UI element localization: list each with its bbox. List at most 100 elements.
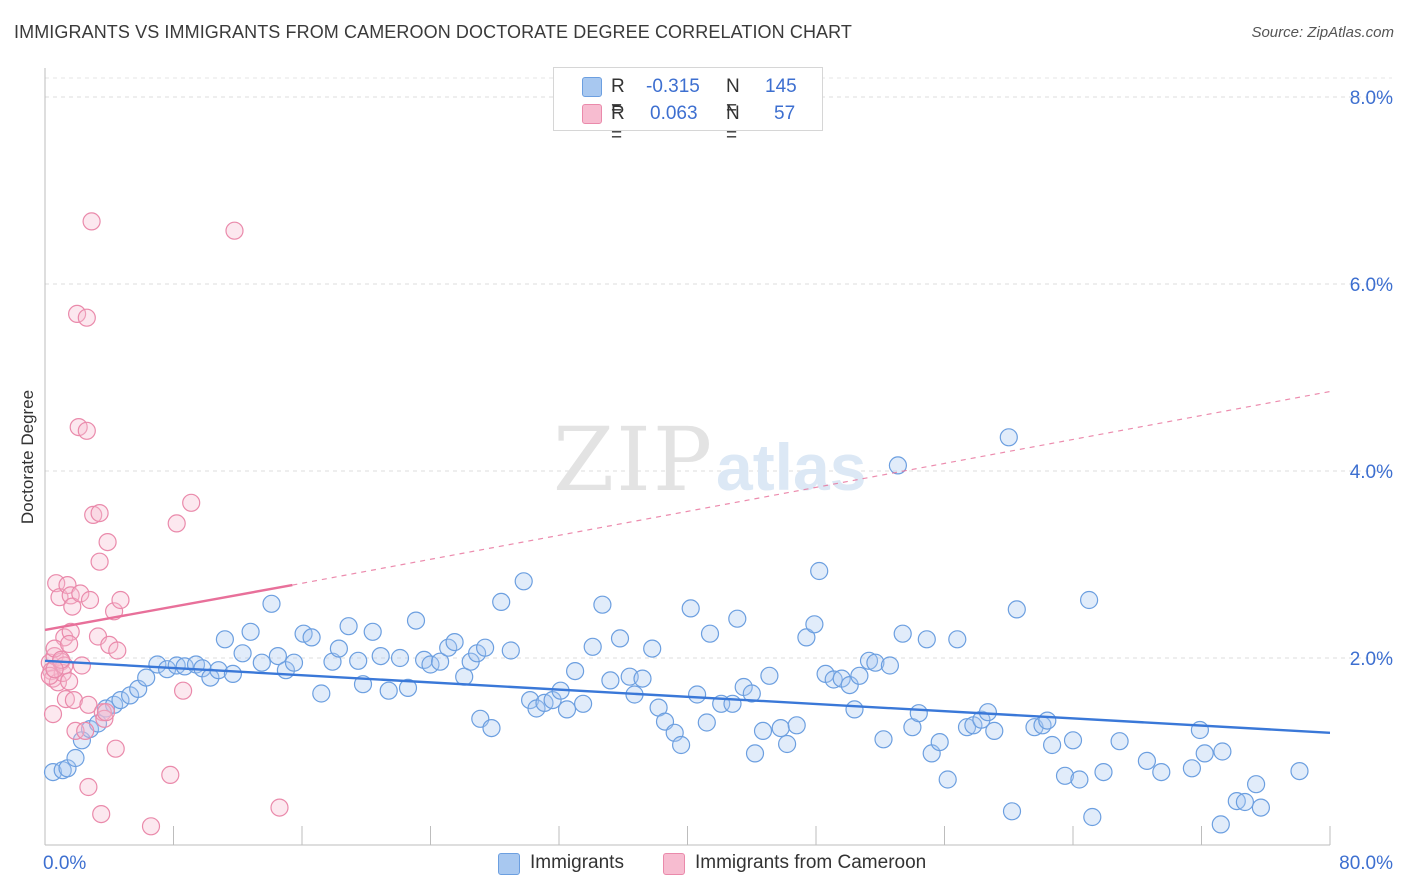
immigrants-point [1063, 731, 1083, 750]
immigrants-point [1110, 732, 1129, 751]
immigrants-point [728, 609, 747, 628]
immigrants-point [390, 648, 410, 668]
immigrants-point [797, 628, 816, 647]
immigrants-point [700, 624, 720, 643]
immigrants-point [1211, 815, 1230, 834]
legend-r-value: -0.315 [646, 76, 700, 97]
watermark-zip: ZIP [553, 408, 714, 511]
legend-n-label: N = [726, 76, 740, 119]
cameroon-point [67, 304, 87, 323]
cameroon-point [71, 584, 90, 603]
x-tick-label: 0.0% [43, 853, 86, 874]
cameroon-point [45, 639, 64, 658]
immigrants-point [1213, 742, 1232, 761]
grid-lines [45, 77, 1392, 659]
cameroon-point [108, 641, 127, 660]
immigrants-point [349, 651, 368, 670]
immigrants-point [1002, 802, 1022, 821]
immigrants-point [840, 675, 859, 695]
bottom-legend-label: Immigrants from Cameroon [695, 852, 927, 873]
immigrants-point [957, 718, 977, 737]
immigrants-point [1195, 744, 1214, 763]
cameroon-point [64, 690, 84, 710]
immigrants-point [565, 661, 585, 681]
watermark: ZIP atlas [553, 408, 866, 511]
cameroon-point [84, 505, 103, 525]
legend-n-value: 145 [765, 76, 797, 97]
immigrants-point [930, 732, 949, 752]
immigrants-point [379, 681, 398, 700]
immigrants-point [371, 646, 390, 666]
immigrants-point [223, 664, 242, 684]
chart-title: IMMIGRANTS VS IMMIGRANTS FROM CAMEROON D… [14, 22, 853, 42]
cameroon-point [80, 590, 100, 610]
cameroon-trend-line [44, 583, 293, 632]
immigrants-point [406, 611, 426, 630]
immigrants-point [573, 694, 593, 713]
immigrants-point [601, 671, 620, 690]
legend-r-value: 0.063 [650, 103, 698, 124]
cameroon-point [95, 709, 114, 728]
legend-swatch-pink [582, 104, 602, 124]
cameroon-point [51, 650, 71, 670]
immigrants-point [777, 734, 797, 754]
tick-labels: 2.0% 4.0% 6.0% 8.0% 0.0% 80.0% [43, 88, 1393, 874]
immigrants-point [880, 656, 900, 675]
immigrants-point [329, 639, 348, 658]
immigrants-point [583, 637, 602, 656]
cameroon-point [58, 575, 77, 595]
immigrants-point [339, 617, 358, 636]
source-label: Source: ZipAtlas.com [1251, 24, 1394, 41]
cameroon-point [77, 308, 96, 327]
immigrants-point [1007, 600, 1026, 619]
immigrants-point [1055, 766, 1075, 785]
immigrants-point [742, 684, 761, 703]
immigrants-point [557, 700, 577, 719]
immigrants-point [1152, 762, 1171, 782]
immigrants-point [1079, 590, 1099, 610]
immigrants-point [241, 622, 260, 641]
y-tick-label: 6.0% [1350, 275, 1393, 296]
immigrants-point [866, 653, 885, 672]
cameroon-point [63, 597, 82, 616]
immigrants-point [697, 713, 716, 732]
cameroon-point [66, 721, 85, 741]
immigrants-trend-line [44, 659, 1331, 734]
cameroon-point [106, 739, 125, 758]
cameroon-point [225, 221, 244, 240]
cameroon-point [79, 695, 98, 714]
cameroon-point [77, 421, 96, 440]
immigrants-point [1246, 775, 1266, 794]
immigrants-point [501, 641, 520, 660]
immigrants-point [514, 572, 533, 591]
immigrants-point [909, 704, 928, 723]
cameroon-point [141, 817, 161, 836]
cameroon-point [43, 704, 63, 724]
cameroon-point [59, 672, 79, 691]
legend-r-label: R = [611, 76, 625, 119]
immigrants-point [492, 592, 511, 612]
immigrants-point [787, 716, 806, 735]
immigrants-point [363, 622, 382, 641]
trend-lines [44, 390, 1331, 734]
watermark-atlas: atlas [716, 430, 866, 504]
immigrants-point [938, 770, 957, 789]
y-tick-label: 4.0% [1350, 462, 1393, 483]
y-tick-label: 8.0% [1350, 88, 1393, 109]
immigrants-point [398, 678, 418, 698]
immigrants-point [415, 650, 434, 670]
data-points [40, 212, 1309, 836]
immigrants-point [175, 657, 194, 676]
immigrants-point [633, 669, 652, 688]
immigrants-point [681, 599, 700, 618]
cameroon-point [59, 634, 79, 654]
immigrants-point [671, 735, 691, 755]
legend-r-label: R = [611, 103, 625, 146]
cameroon-point [161, 765, 180, 785]
immigrants-point [593, 595, 612, 614]
immigrants-point [262, 594, 281, 613]
immigrants-point [1290, 761, 1309, 781]
cameroon-point [76, 721, 95, 741]
immigrants-point [312, 684, 331, 703]
